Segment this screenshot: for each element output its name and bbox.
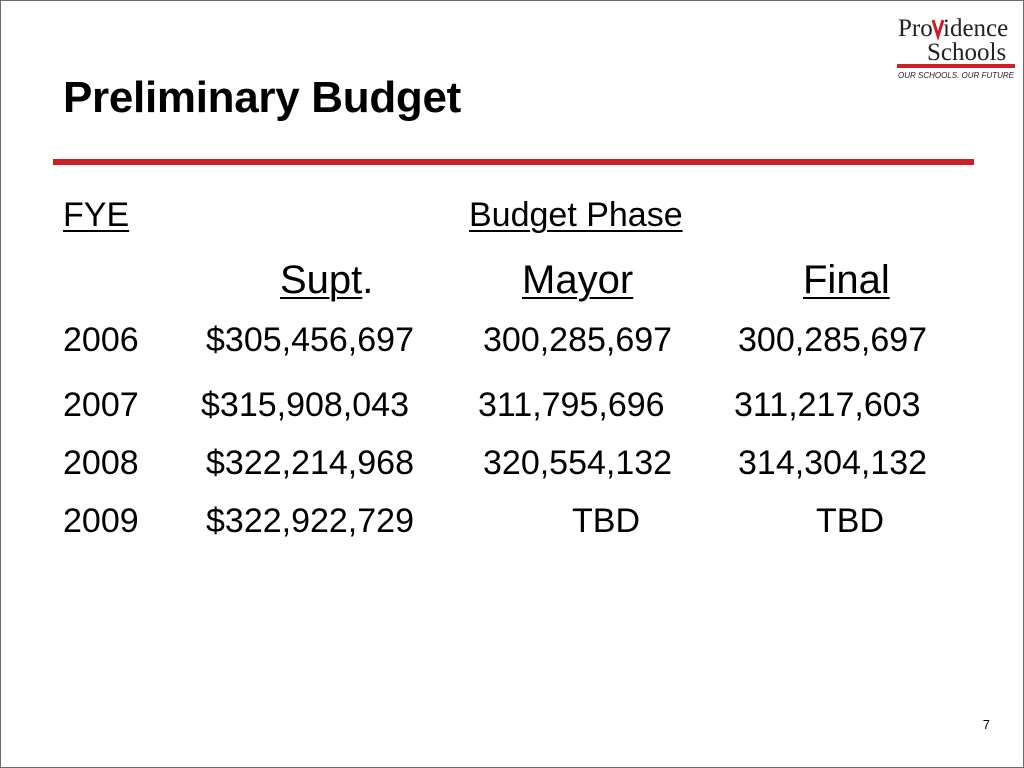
row-2008-mayor: 320,554,132 [483,444,673,482]
row-2006-final: 300,285,697 [738,321,928,359]
title-divider [53,159,974,165]
page-number: 7 [982,717,990,732]
row-2008-supt: $322,214,968 [206,444,414,482]
logo-line1-end: idence [943,15,1008,42]
row-2008-final: 314,304,132 [738,444,928,482]
row-2007-year: 2007 [63,386,139,424]
row-2006-supt: $305,456,697 [206,321,414,359]
row-2007-supt: $315,908,043 [201,386,409,424]
row-2007-final: 311,217,603 [734,386,921,424]
row-2008-year: 2008 [63,444,139,482]
row-2009-mayor: TBD [572,502,640,540]
logo-bar [897,64,1015,68]
row-2009-supt: $322,922,729 [206,502,414,540]
row-2009-final: TBD [816,502,884,540]
row-2007-mayor: 311,795,696 [478,386,665,424]
row-2006-year: 2006 [63,321,139,359]
final-header: Final [803,258,890,302]
fye-header: FYE [63,196,130,234]
logo-line2: Schools [927,39,1006,66]
supt-header: Supt. [280,258,373,303]
slide-title: Preliminary Budget [63,73,462,122]
supt-header-period: . [362,258,374,302]
providence-schools-logo: Pro idence Schools OUR SCHOOLS. OUR FUTU… [897,15,1015,80]
logo-tagline: OUR SCHOOLS. OUR FUTURE [898,70,1014,80]
row-2006-mayor: 300,285,697 [483,321,673,359]
row-2009-year: 2009 [63,502,139,540]
mayor-header: Mayor [522,258,634,302]
logo-line1-start: Pro [898,15,933,42]
supt-header-label: Supt [280,258,363,302]
budget-phase-header: Budget Phase [469,196,683,234]
logo-v-mark [931,19,945,42]
